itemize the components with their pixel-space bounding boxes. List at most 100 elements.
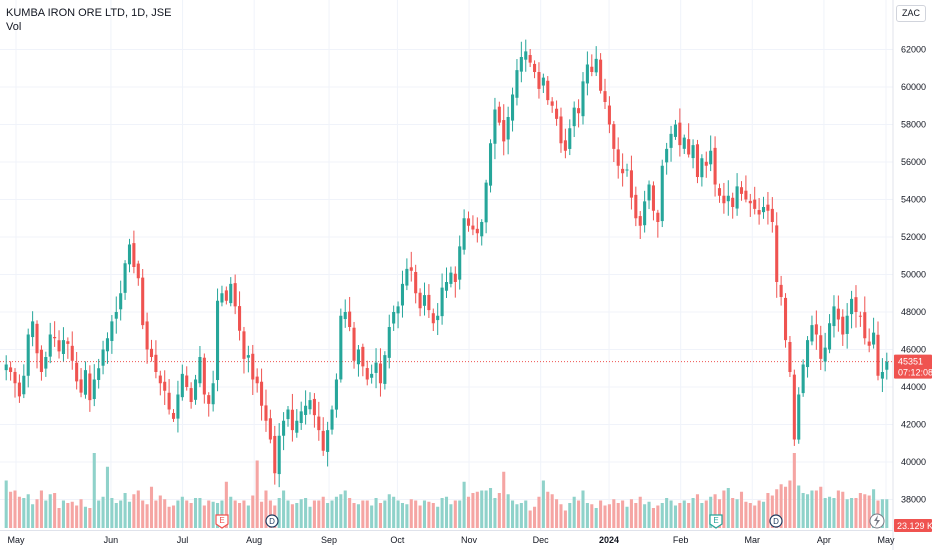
volume-bar [502, 471, 506, 528]
volume-bar [599, 500, 603, 528]
candle-body [449, 272, 453, 284]
candle-body [506, 117, 510, 140]
candle-body [136, 263, 140, 279]
volume-bar [290, 504, 294, 528]
dividend-marker[interactable]: D [769, 514, 783, 528]
volume-legend[interactable]: Vol [6, 21, 22, 33]
volume-bar [39, 490, 43, 528]
volume-bar [788, 480, 792, 528]
candle-body [127, 244, 132, 265]
candle-body [832, 306, 836, 327]
time-axis[interactable]: May Jun Jul Aug Sep Oct Nov Dec 2024 Feb Mar Apr May [0, 530, 895, 546]
candle-body [193, 379, 198, 400]
candle-body [863, 312, 867, 339]
candle-body [299, 411, 303, 423]
price-axis[interactable]: 38000 40000 42000 44000 46000 48000 50000 52000… [892, 0, 926, 550]
candle-body [581, 81, 585, 117]
volume-bar [440, 498, 444, 528]
volume-bar [453, 500, 457, 528]
volume-bar [282, 490, 286, 528]
candle-body [779, 284, 783, 297]
volume-bar [101, 496, 105, 528]
volume-bar [158, 495, 162, 528]
candle-body [629, 170, 633, 198]
volume-bar [48, 494, 52, 528]
volume-bar [202, 505, 206, 528]
volume-bar [691, 498, 695, 528]
volume-bar [744, 501, 748, 528]
candle-body [339, 315, 343, 380]
volume-bar [687, 503, 691, 528]
candle-body [682, 137, 686, 149]
volume-bar [387, 494, 391, 528]
volume-bar [22, 498, 26, 528]
volume-bar [277, 498, 281, 528]
candle-body [590, 66, 594, 72]
candle-body [841, 316, 845, 335]
time-tick-label: Jun [104, 535, 119, 545]
volume-bar [356, 504, 360, 528]
volume-bar [471, 493, 475, 528]
lightning-icon[interactable] [869, 513, 885, 529]
time-tick-label: Nov [461, 535, 478, 545]
volume-bar [528, 510, 532, 528]
currency-button[interactable]: ZAC [896, 5, 926, 22]
dividend-marker[interactable]: D [265, 514, 279, 528]
time-tick-label: Dec [533, 535, 550, 545]
volume-bar [563, 510, 567, 528]
earnings-marker-label: E [713, 516, 718, 525]
volume-bar [268, 500, 272, 528]
time-tick-label: Sep [321, 535, 337, 545]
candle-body [770, 208, 774, 222]
candle-body [387, 327, 391, 358]
candle-body [585, 64, 589, 84]
candle-body [775, 225, 779, 282]
candle-body [634, 194, 638, 219]
candle-body [39, 349, 43, 372]
volume-bar [4, 480, 8, 528]
candle-body [625, 169, 629, 171]
candle-body [528, 55, 532, 63]
candle-body [83, 370, 87, 395]
volume-bar [836, 490, 840, 528]
volume-bar [713, 494, 717, 528]
price-tick-label: 48000 [901, 307, 926, 317]
volume-bar [176, 500, 180, 528]
price-tick-label: 62000 [901, 45, 926, 55]
candle-body [290, 409, 294, 431]
candle-body [392, 312, 396, 324]
volume-bar [493, 498, 497, 528]
candle-body [876, 334, 880, 376]
volume-bar [832, 498, 836, 528]
volume-bar [264, 490, 268, 528]
candle-body [502, 120, 506, 142]
volume-bar [418, 505, 422, 528]
candle-body [669, 133, 673, 148]
candle-body [180, 373, 184, 398]
earnings-marker[interactable]: E [215, 514, 229, 529]
time-tick-label: Mar [745, 535, 761, 545]
volume-bar [79, 499, 83, 528]
candle-body [352, 327, 356, 361]
candle-body [282, 420, 286, 436]
candle-body [788, 341, 792, 372]
volume-bar [458, 500, 462, 528]
candle-body [427, 294, 431, 311]
volume-bar [114, 503, 118, 528]
earnings-marker[interactable]: E [709, 514, 723, 529]
volume-bar [885, 499, 889, 528]
candle-body [656, 212, 660, 222]
price-tick-label: 42000 [901, 420, 926, 430]
candle-body [317, 416, 321, 431]
candle-body [607, 105, 611, 125]
symbol-title[interactable]: KUMBA IRON ORE LTD, 1D, JSE [6, 7, 172, 19]
volume-bar [717, 499, 722, 528]
candle-body [418, 292, 422, 309]
time-tick-label: Apr [817, 535, 831, 545]
candle-body [484, 182, 488, 223]
candle-body [211, 383, 215, 405]
candle-body [343, 312, 347, 320]
candle-body [612, 124, 616, 149]
volume-bar [511, 500, 515, 528]
